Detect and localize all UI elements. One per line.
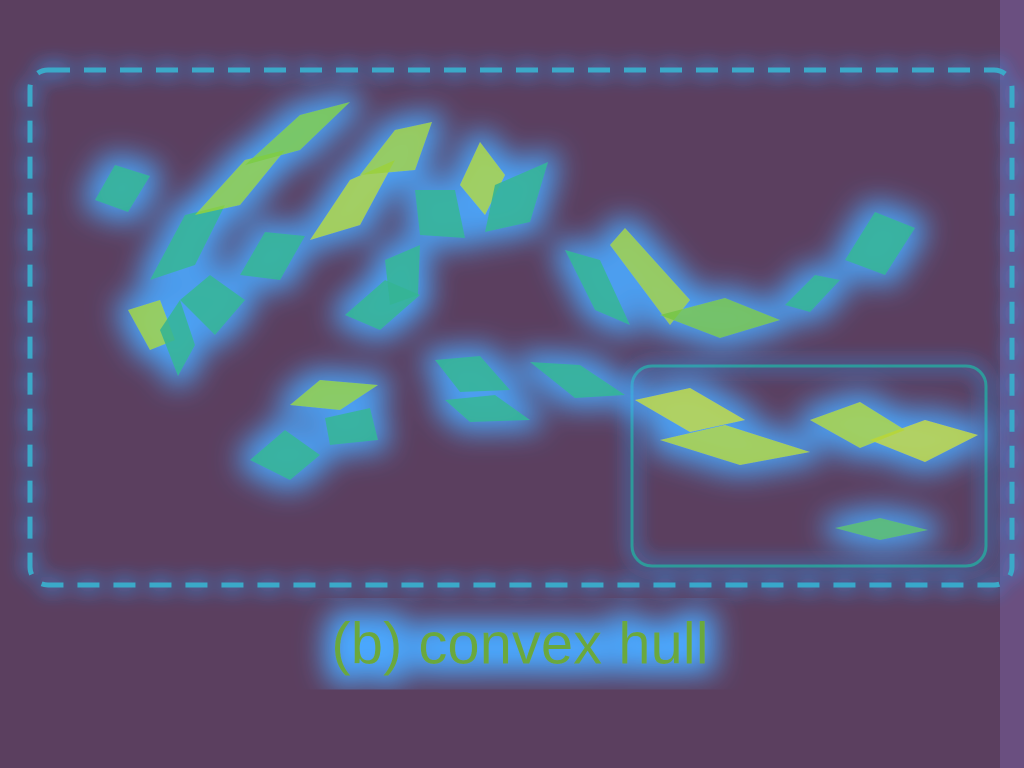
shape — [485, 162, 548, 232]
shape — [835, 518, 928, 540]
shape — [195, 150, 285, 215]
shape — [150, 205, 225, 280]
shape — [635, 388, 745, 432]
shape — [660, 425, 810, 465]
shape — [530, 362, 625, 398]
caption: (b) convex hull — [331, 611, 708, 676]
shape — [160, 300, 195, 376]
shape — [325, 408, 378, 445]
shape — [785, 275, 840, 312]
shape — [435, 356, 510, 392]
shape — [845, 212, 915, 275]
shape — [180, 275, 245, 335]
shape — [245, 102, 350, 165]
shape — [360, 122, 432, 175]
inner-hull — [630, 364, 988, 568]
shape — [415, 190, 465, 238]
shape — [610, 228, 690, 325]
shape — [660, 298, 780, 338]
shape — [385, 245, 420, 305]
shape — [310, 160, 395, 240]
shape — [95, 165, 150, 212]
shape — [445, 395, 530, 422]
shape — [565, 250, 630, 325]
outer-dashed-hull — [27, 67, 1015, 588]
shape — [290, 380, 378, 410]
shape — [870, 420, 978, 462]
shape — [240, 232, 305, 280]
shapes — [95, 102, 978, 540]
shape — [250, 430, 320, 480]
